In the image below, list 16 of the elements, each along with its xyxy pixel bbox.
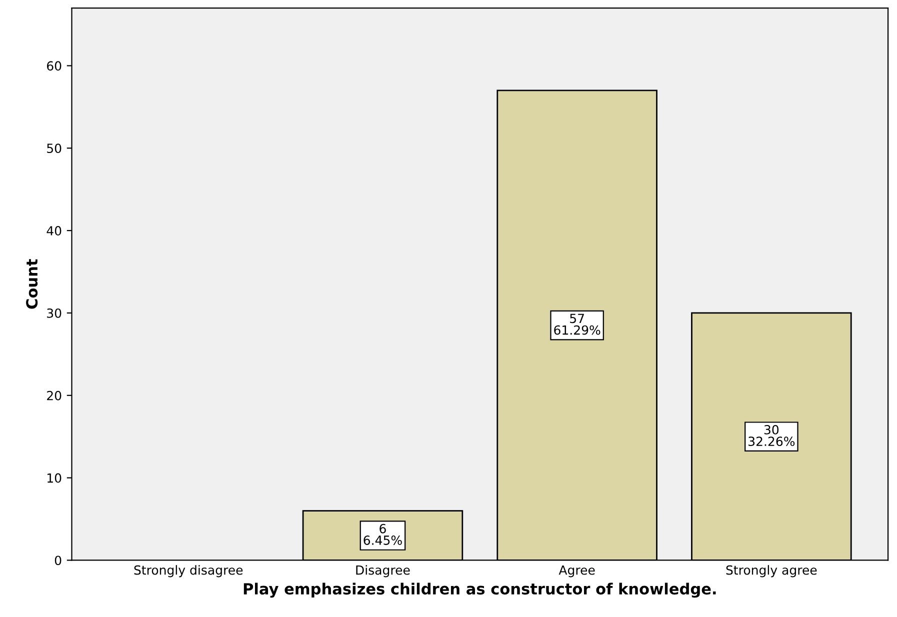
- y-tick-label: 40: [46, 226, 62, 236]
- y-tick-label: 60: [47, 61, 62, 71]
- y-tick-label: 30: [47, 308, 62, 318]
- x-tick-label: Agree: [558, 565, 595, 578]
- y-tick-label: 50: [47, 144, 62, 154]
- data-label: 57 61.29%: [554, 314, 600, 335]
- y-axis-title: Count: [26, 259, 38, 309]
- x-tick-label: Strongly disagree: [134, 565, 243, 578]
- x-tick-label: Disagree: [356, 565, 410, 578]
- data-label: 6 6.45%: [364, 524, 402, 545]
- x-axis-title: Play emphasizes children as constructor of knowledge.: [244, 582, 716, 598]
- y-tick-label: 0: [54, 556, 62, 566]
- y-tick-label: 10: [48, 473, 62, 483]
- y-tick-label: 20: [47, 390, 62, 400]
- data-label: 30 32.26%: [748, 424, 795, 446]
- x-tick-label: Strongly agree: [726, 565, 817, 578]
